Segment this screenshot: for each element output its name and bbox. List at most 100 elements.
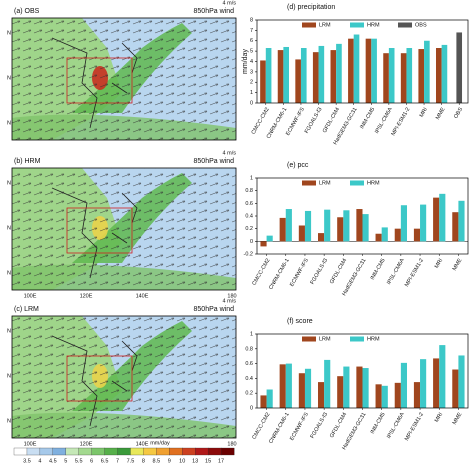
y-tick-label: 1 — [250, 331, 253, 337]
bar — [317, 382, 325, 408]
bar — [260, 395, 267, 408]
x-tick-label: MME — [452, 411, 464, 425]
colorbar-swatch — [65, 447, 80, 456]
y-tick-label: 0 — [250, 239, 253, 245]
colorbar-swatch — [195, 447, 209, 456]
y-tick-label: 2 — [250, 80, 253, 86]
lat-label: N — [7, 328, 11, 334]
lon-label: 100E — [24, 441, 37, 447]
x-tick-label: GFDL-CM4 — [329, 412, 348, 439]
region-box — [66, 207, 133, 254]
bar — [356, 209, 363, 242]
region-box — [66, 355, 133, 402]
y-tick-label: 8 — [250, 17, 253, 23]
bar — [439, 193, 446, 242]
colorbar-label: 7 — [116, 458, 119, 464]
level-label: 850hPa wind — [194, 8, 235, 15]
bar — [441, 44, 448, 103]
x-tick-label: GFDL-CM4 — [329, 258, 348, 285]
bar — [260, 60, 266, 103]
x-tick-label: INM-CM5 — [359, 107, 376, 130]
y-tick-label: 0.2 — [245, 391, 253, 397]
bar — [424, 40, 430, 103]
ref-arrow-label: 4 m/s — [223, 298, 237, 304]
colorbar-swatch — [117, 447, 131, 456]
legend-swatch — [350, 180, 364, 186]
colorbar-label: 6.5 — [101, 458, 109, 464]
x-tick-label: CNRM-CM6-1 — [268, 258, 291, 291]
bar — [375, 233, 382, 242]
ref-arrow-label: 4 m/s — [223, 150, 237, 156]
bar — [413, 382, 421, 408]
colorbar-label: 3.5 — [23, 458, 31, 464]
x-tick-label: MME — [452, 257, 464, 271]
x-tick-label: ECMWF-IFS — [289, 257, 310, 287]
bar — [266, 389, 273, 408]
colorbar-swatch — [169, 447, 183, 456]
x-tick-label: MRI — [434, 411, 444, 423]
panel-label: (c) LRM — [14, 306, 39, 313]
legend-label: HRM — [367, 22, 380, 28]
legend-swatch — [398, 22, 412, 28]
y-tick-label: 0 — [250, 405, 253, 411]
bar — [365, 38, 372, 103]
ref-arrow-label: 4 m/s — [223, 0, 237, 6]
x-tick-label: MPI-ESM1-2 — [404, 258, 425, 288]
colorbar-unit: mm/day — [150, 440, 170, 446]
x-tick-label: MME — [435, 106, 447, 120]
legend-label: HRM — [367, 336, 380, 342]
x-tick-label: IPSL-CM6A — [386, 411, 406, 439]
x-tick-label: IPSL-CM6A — [386, 257, 406, 285]
bar — [452, 369, 459, 408]
bar — [312, 52, 319, 103]
y-tick-label: 1 — [250, 90, 253, 96]
y-tick-label: 6 — [250, 38, 253, 44]
x-tick-label: INM-CM5 — [370, 412, 387, 435]
chart-title: (d) precipitation — [287, 4, 335, 11]
colorbar-label: 15 — [205, 458, 211, 464]
bar — [265, 48, 272, 103]
colorbar-label: 4.5 — [49, 458, 57, 464]
x-tick-label: IPSL-CM6A — [374, 106, 394, 134]
lat-label: N — [7, 373, 11, 379]
bar — [343, 366, 350, 408]
x-tick-label: CMCC-CM2 — [251, 107, 271, 136]
wind-field — [12, 316, 236, 438]
plot-frame — [256, 177, 469, 255]
legend-label: LRM — [319, 22, 331, 28]
colorbar-swatch — [130, 447, 144, 456]
y-tick-label: 0.8 — [245, 188, 253, 194]
x-tick-label: OBS — [453, 106, 464, 119]
bar — [406, 48, 413, 103]
bar — [279, 217, 286, 242]
panel-label: (a) OBS — [14, 8, 40, 15]
colorbar-label: 9 — [168, 458, 171, 464]
chart-title: (e) pcc — [287, 162, 309, 169]
bar — [452, 212, 459, 242]
y-tick-label: 0.4 — [245, 376, 253, 382]
colorbar-swatch — [220, 447, 235, 456]
panel-label: (b) HRM — [14, 158, 41, 165]
lat-label: N — [7, 225, 11, 231]
bar — [433, 197, 440, 242]
x-tick-label: ECMWF-IFS — [289, 411, 310, 441]
lat-label: N — [7, 75, 11, 81]
x-tick-label: MRI — [434, 257, 444, 269]
colorbar-label: 10 — [179, 458, 185, 464]
bar — [260, 241, 267, 247]
lon-label: 120E — [80, 293, 93, 299]
bar — [439, 345, 446, 408]
bar — [295, 59, 301, 103]
legend-label: LRM — [319, 336, 331, 342]
colorbar-swatch — [156, 447, 170, 456]
y-tick-label: 0.2 — [245, 226, 253, 232]
colorbar-label: 5 — [64, 458, 67, 464]
wind-field — [12, 18, 236, 140]
legend-swatch — [302, 180, 316, 186]
colorbar-swatch — [104, 447, 118, 456]
x-tick-label: GFDL-CM4 — [322, 107, 341, 134]
bar — [317, 233, 325, 242]
x-tick-label: FGOALS-f3 — [310, 412, 330, 440]
x-tick-label: MRI — [419, 106, 429, 118]
